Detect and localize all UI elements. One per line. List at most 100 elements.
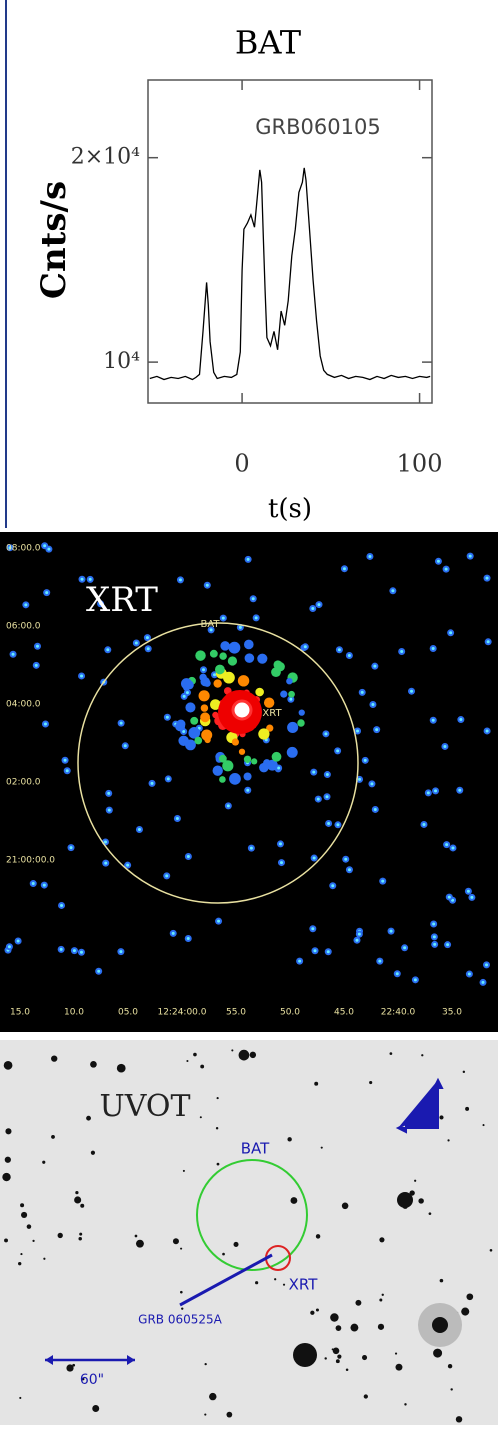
source-core	[445, 843, 448, 846]
source-core	[396, 972, 399, 975]
source-core	[451, 846, 454, 849]
star	[91, 1151, 95, 1155]
source	[251, 758, 257, 764]
source-core	[432, 719, 435, 722]
source-core	[126, 864, 129, 867]
source	[175, 721, 185, 731]
star	[193, 1053, 197, 1057]
x-coord-label: 10.0	[64, 1008, 84, 1018]
source-core	[17, 940, 20, 943]
source-core	[32, 882, 35, 885]
panel-title: UVOT	[99, 1089, 190, 1124]
star	[18, 1262, 21, 1265]
source	[244, 773, 252, 781]
star	[204, 1414, 206, 1416]
source-core	[410, 690, 413, 693]
y-coord-label: 08:00.0	[6, 544, 41, 554]
source-core	[135, 642, 138, 645]
star	[350, 1324, 358, 1332]
source-core	[459, 718, 462, 721]
source-core	[252, 597, 255, 600]
source-core	[313, 857, 316, 860]
figure: BAT GRB060105 Cnts/s t(s) XRT BAT XRT 15…	[0, 0, 498, 1429]
source	[201, 704, 208, 711]
star	[336, 1325, 342, 1331]
source-core	[327, 822, 330, 825]
source-core	[487, 640, 490, 643]
source	[215, 665, 225, 675]
source-core	[371, 703, 374, 706]
star	[4, 1061, 13, 1070]
star	[324, 1357, 326, 1359]
source-core	[312, 771, 315, 774]
source	[219, 776, 226, 783]
star	[200, 1065, 204, 1069]
star	[364, 1394, 368, 1398]
star	[255, 1281, 258, 1284]
grb-label: GRB 060525A	[138, 1313, 222, 1327]
star	[362, 1355, 367, 1360]
source-core	[400, 650, 403, 653]
source-core	[433, 935, 436, 938]
source	[286, 678, 292, 684]
star	[180, 1291, 183, 1294]
star	[461, 1308, 469, 1316]
star	[79, 1233, 82, 1236]
source-core	[422, 823, 425, 826]
source-core	[147, 647, 150, 650]
star	[465, 1107, 469, 1111]
source	[259, 763, 268, 772]
source-core	[482, 981, 485, 984]
source	[258, 728, 269, 739]
source-core	[331, 884, 334, 887]
source-core	[433, 943, 436, 946]
source-core	[326, 795, 329, 798]
source-core	[373, 665, 376, 668]
source-core	[104, 840, 107, 843]
source-core	[443, 745, 446, 748]
source-core	[151, 782, 154, 785]
source-core	[432, 923, 435, 926]
source	[194, 737, 202, 745]
source	[280, 691, 287, 698]
source-core	[390, 930, 393, 933]
source	[244, 756, 251, 763]
source-core	[427, 791, 430, 794]
star	[395, 1352, 397, 1354]
source-core	[45, 591, 48, 594]
star	[433, 1349, 442, 1358]
source-core	[355, 939, 358, 942]
star	[346, 1368, 349, 1371]
star	[136, 1240, 144, 1248]
star	[287, 1137, 291, 1141]
source-core	[486, 577, 489, 580]
source-core	[44, 722, 47, 725]
source-core	[43, 884, 46, 887]
star	[483, 1124, 485, 1126]
source-core	[432, 647, 435, 650]
source-core	[107, 792, 110, 795]
star	[217, 1163, 220, 1166]
source-core	[414, 978, 417, 981]
xrt-image	[0, 532, 498, 1032]
source-core	[247, 558, 250, 561]
source-core	[64, 759, 67, 762]
star	[51, 1055, 57, 1061]
source-core	[280, 861, 283, 864]
star	[43, 1258, 45, 1260]
star	[5, 1128, 11, 1134]
star	[92, 1405, 99, 1412]
star	[355, 1300, 361, 1306]
source-core	[179, 578, 182, 581]
source	[297, 719, 304, 726]
source-core	[364, 759, 367, 762]
y-tick-label: 10⁴	[103, 349, 140, 374]
star	[20, 1203, 24, 1207]
source-core	[356, 730, 359, 733]
x-coord-label: 45.0	[334, 1008, 354, 1018]
source	[272, 752, 282, 762]
star	[390, 1052, 393, 1055]
x-axis-label: t(s)	[268, 494, 312, 524]
source-core	[326, 773, 329, 776]
source-core	[344, 858, 347, 861]
